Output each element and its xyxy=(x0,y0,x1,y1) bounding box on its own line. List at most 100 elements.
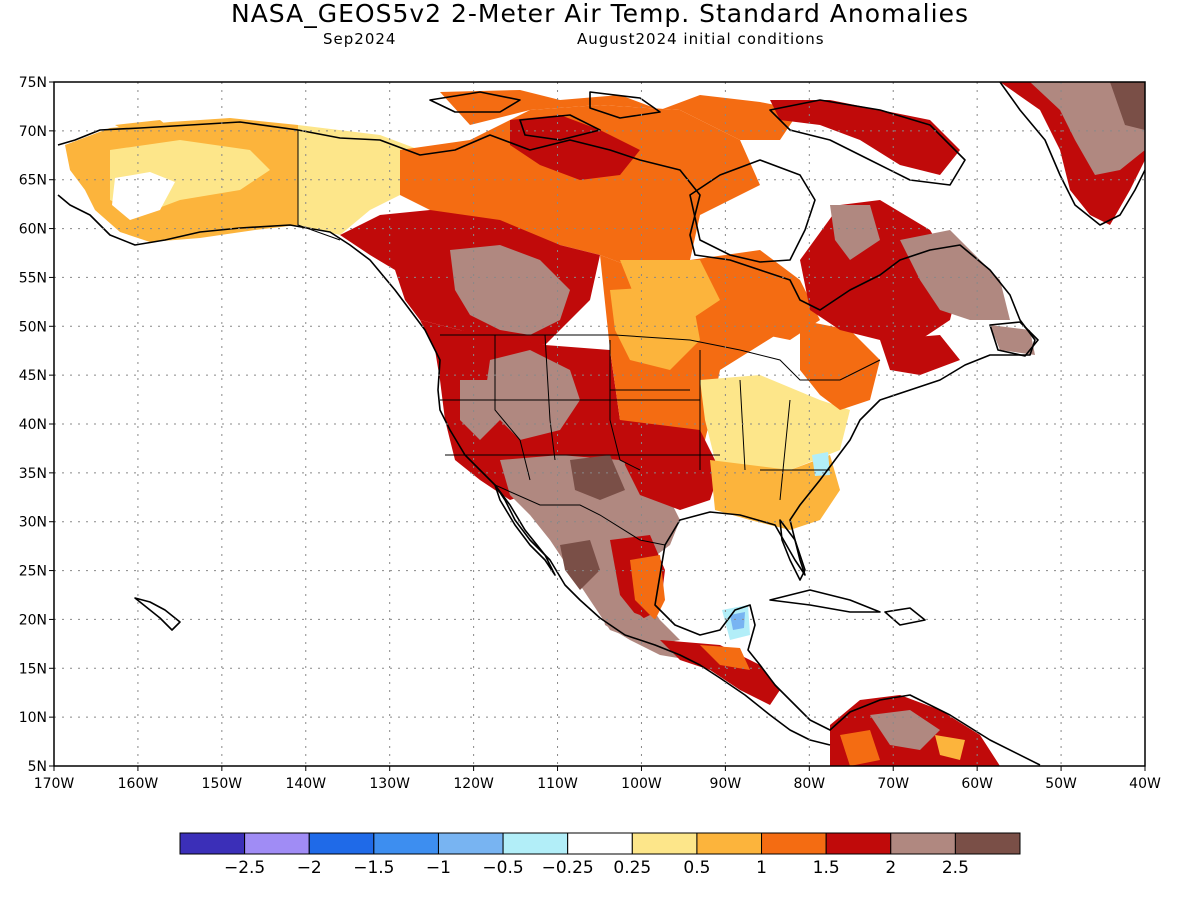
lon-tick-label: 70W xyxy=(877,776,909,792)
region-sierra-dark xyxy=(560,540,600,590)
valid-month-label: Sep2024 xyxy=(323,30,397,48)
grid-lines xyxy=(54,82,1145,766)
coast-hawaii xyxy=(134,597,181,631)
colorbar-label: −0.25 xyxy=(542,858,594,878)
coastlines xyxy=(57,82,1145,766)
lat-tick-label: 15N xyxy=(19,661,47,677)
coast-newfoundland xyxy=(989,321,1039,357)
coast-hispaniola xyxy=(884,607,926,626)
region-south-america-yellow xyxy=(935,735,965,760)
lon-tick-label: 140W xyxy=(285,776,326,792)
lon-tick-label: 90W xyxy=(710,776,742,792)
region-central-america-orange xyxy=(700,645,750,670)
region-yucatan-blue xyxy=(730,612,745,630)
colorbar-label: 1.5 xyxy=(813,858,840,878)
region-northeast xyxy=(800,320,880,410)
lat-tick-label: 10N xyxy=(19,710,47,726)
lon-tick-label: 80W xyxy=(793,776,825,792)
coast-florida xyxy=(779,519,806,581)
lat-tick-label: 55N xyxy=(19,270,47,286)
colorbar-label: −2.5 xyxy=(224,858,265,878)
coast-arctic-island-1 xyxy=(429,91,521,113)
region-alaska-north xyxy=(115,120,175,138)
lat-tick-label: 50N xyxy=(19,319,47,335)
region-greenland-brown xyxy=(1030,82,1145,175)
colorbar: −2.5 −2 −1.5 −1 −0.5 −0.25 0.25 0.5 1 1.5 2 2.5 xyxy=(179,832,1021,878)
lat-tick-label: 25N xyxy=(19,564,47,580)
lat-tick-label: 40N xyxy=(19,417,47,433)
coast-arctic-island-3 xyxy=(519,114,601,141)
region-southern-plains xyxy=(620,420,720,510)
coast-north-america xyxy=(57,121,1041,766)
lon-tick-label: 110W xyxy=(537,776,578,792)
lon-axis: 170W 160W 150W 140W 130W 120W 110W 100W 90W 80W 70… xyxy=(34,766,1161,792)
colorbar-label: 0.25 xyxy=(613,858,651,878)
region-ontario-yellow xyxy=(620,260,720,320)
region-baffin xyxy=(770,100,960,175)
region-interior-west-brown xyxy=(485,350,580,440)
lat-axis: 75N 70N 65N 60N 55N 50N 45N 40N 35N 30N 25N 20N 15N 1… xyxy=(19,75,54,775)
colorbar-swatch xyxy=(890,832,956,855)
colorbar-swatch xyxy=(696,832,763,855)
region-ohio-valley xyxy=(700,375,850,480)
coast-baja xyxy=(494,484,556,576)
lon-tick-label: 50W xyxy=(1045,776,1077,792)
colorbar-swatch xyxy=(567,832,633,855)
border-us-mexico xyxy=(494,484,666,546)
border-us-canada xyxy=(440,334,881,381)
region-greenland-dark xyxy=(1110,82,1145,130)
border-states-1 xyxy=(494,335,531,481)
region-nw-brown xyxy=(450,245,570,335)
lat-tick-label: 20N xyxy=(19,612,47,628)
lon-tick-label: 170W xyxy=(34,776,75,792)
region-great-basin-brown xyxy=(460,380,500,440)
colorbar-swatch xyxy=(437,832,504,855)
lon-tick-label: 160W xyxy=(118,776,159,792)
lat-tick-label: 70N xyxy=(19,124,47,140)
lon-tick-label: 130W xyxy=(369,776,410,792)
region-alaska-neutral xyxy=(112,172,175,220)
border-states-2 xyxy=(544,334,556,461)
coast-arctic-island-2 xyxy=(589,91,661,119)
coast-baffin xyxy=(769,99,966,186)
lat-tick-label: 65N xyxy=(19,173,47,189)
region-south-america-orange xyxy=(840,730,880,766)
colorbar-swatch xyxy=(179,832,246,855)
region-gulf-coast-orange xyxy=(630,555,665,620)
border-states-4 xyxy=(440,350,720,470)
colorbar-swatch xyxy=(954,832,1021,855)
colorbar-swatch xyxy=(373,832,439,855)
lat-tick-label: 35N xyxy=(19,466,47,482)
colorbar-label: −1 xyxy=(426,858,451,878)
init-conditions-label: August2024 initial conditions xyxy=(577,30,825,48)
colorbar-swatch xyxy=(825,832,892,855)
border-alaska-canada xyxy=(297,130,341,241)
lat-tick-label: 75N xyxy=(19,75,47,91)
lon-tick-label: 100W xyxy=(621,776,662,792)
colorbar-swatch xyxy=(308,832,375,855)
colorbar-label: 2.5 xyxy=(942,858,969,878)
coast-cuba xyxy=(769,589,881,613)
colorbar-label: 2 xyxy=(885,858,896,878)
lon-tick-label: 40W xyxy=(1129,776,1161,792)
region-newfoundland xyxy=(990,325,1035,355)
region-arctic-islands xyxy=(440,90,800,140)
colorbar-label: 0.5 xyxy=(683,858,710,878)
lon-tick-label: 120W xyxy=(453,776,494,792)
lat-tick-label: 60N xyxy=(19,222,47,238)
colorbar-label: −2 xyxy=(297,858,322,878)
colorbar-label: −0.5 xyxy=(482,858,523,878)
lon-tick-label: 60W xyxy=(961,776,993,792)
region-ontario xyxy=(690,250,820,340)
colorbar-label: 1 xyxy=(756,858,767,878)
region-maritimes xyxy=(880,335,960,375)
region-southeast xyxy=(710,455,840,530)
border-states-5 xyxy=(739,379,830,501)
political-borders xyxy=(297,130,881,546)
coast-greenland xyxy=(999,82,1145,226)
lat-tick-label: 45N xyxy=(19,368,47,384)
colorbar-swatch xyxy=(761,832,827,855)
region-labrador-brown xyxy=(900,230,1010,320)
colorbar-label: −1.5 xyxy=(353,858,394,878)
